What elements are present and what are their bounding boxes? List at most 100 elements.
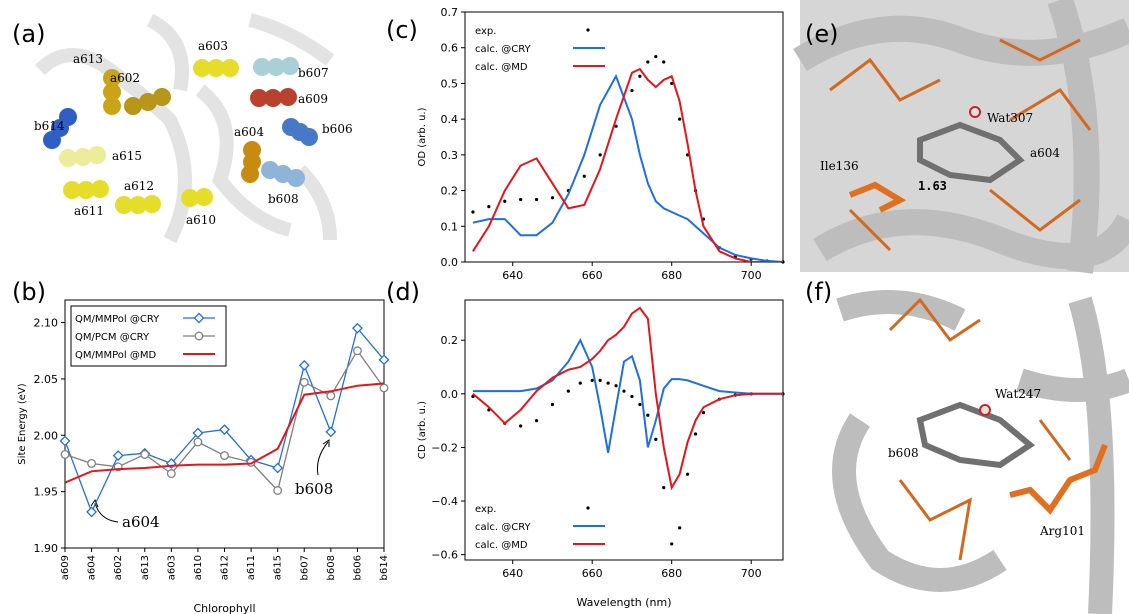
chlorophyll-label: b608 xyxy=(268,192,299,206)
y-tick-label: 0.1 xyxy=(441,220,459,233)
data-point xyxy=(591,379,594,382)
marker xyxy=(380,384,388,392)
x-tick-label: a602 xyxy=(113,555,124,580)
annotation: a604 xyxy=(122,513,160,531)
marker xyxy=(141,451,149,459)
data-point xyxy=(487,205,490,208)
data-point xyxy=(654,55,657,58)
distance-label: 1.63 xyxy=(918,179,947,193)
data-point xyxy=(599,379,602,382)
chlorophyll-label: a612 xyxy=(124,179,154,193)
marker xyxy=(327,392,335,400)
x-tick-label: b606 xyxy=(352,555,363,580)
y-tick-label: 1.95 xyxy=(34,486,59,499)
legend-label: calc. @CRY xyxy=(475,522,532,533)
structure-e xyxy=(800,0,1129,272)
chlorophyll-label: a604 xyxy=(234,125,264,139)
panel-label: (d) xyxy=(386,278,420,306)
data-point xyxy=(583,175,586,178)
x-tick-label: b614 xyxy=(379,555,390,580)
residue-label: Arg101 xyxy=(1039,524,1085,538)
chlorophyll-label: b614 xyxy=(34,119,65,133)
panel-label: (b) xyxy=(12,278,46,306)
data-point xyxy=(535,198,538,201)
chlorophyll-label: a610 xyxy=(186,213,216,227)
y-axis-label: Site Energy (eV) xyxy=(17,383,28,464)
data-point xyxy=(662,486,665,489)
x-tick-label: 660 xyxy=(582,567,603,580)
data-point xyxy=(503,200,506,203)
marker xyxy=(61,436,70,445)
y-tick-label: 0.7 xyxy=(441,6,459,19)
data-point xyxy=(638,403,641,406)
chlorophyll-label: a602 xyxy=(110,71,140,85)
y-tick-label: −0.2 xyxy=(431,441,458,454)
y-tick-label: 2.05 xyxy=(34,373,59,386)
legend-swatch xyxy=(586,28,589,31)
data-point xyxy=(519,424,522,427)
data-point xyxy=(662,60,665,63)
data-point xyxy=(694,432,697,435)
panel-label: (e) xyxy=(805,20,839,48)
marker xyxy=(114,451,123,460)
y-axis-label: OD (arb. u.) xyxy=(417,107,428,166)
y-tick-label: 0.5 xyxy=(441,77,459,90)
data-point xyxy=(646,414,649,417)
data-point xyxy=(702,411,705,414)
x-tick-label: a615 xyxy=(273,555,284,580)
x-tick-label: a610 xyxy=(193,555,204,580)
legend-label: exp. xyxy=(475,26,496,37)
residue-label: Ile136 xyxy=(820,159,859,173)
residue-label: a604 xyxy=(1030,146,1060,160)
x-tick-label: a611 xyxy=(246,555,257,580)
annotation-arrow xyxy=(95,503,118,522)
annotation-arrow xyxy=(317,442,328,475)
x-tick-label: b608 xyxy=(326,555,337,580)
marker xyxy=(88,460,96,468)
data-point xyxy=(670,542,673,545)
data-point xyxy=(678,118,681,121)
x-tick-label: 640 xyxy=(502,269,523,282)
x-tick-label: 660 xyxy=(582,269,603,282)
data-point xyxy=(567,390,570,393)
data-point xyxy=(630,89,633,92)
x-tick-label: a604 xyxy=(87,555,98,580)
panel-label: (a) xyxy=(12,20,45,48)
data-point xyxy=(630,395,633,398)
data-point xyxy=(654,438,657,441)
legend-label: QM/MMPol @CRY xyxy=(75,314,160,325)
marker xyxy=(274,487,282,495)
data-point xyxy=(551,403,554,406)
marker xyxy=(168,470,176,478)
x-tick-label: a613 xyxy=(140,555,151,580)
data-point xyxy=(599,153,602,156)
data-point xyxy=(551,196,554,199)
annotation-arrow xyxy=(323,440,329,447)
data-point xyxy=(638,75,641,78)
panel-label: (f) xyxy=(805,278,832,306)
y-tick-label: 2.10 xyxy=(34,317,59,330)
legend-marker xyxy=(195,332,203,340)
x-tick-label: 640 xyxy=(502,567,523,580)
x-tick-label: 700 xyxy=(741,269,762,282)
marker xyxy=(326,427,335,436)
y-tick-label: 0.2 xyxy=(441,334,459,347)
y-tick-label: 0.4 xyxy=(441,113,459,126)
x-tick-label: 680 xyxy=(661,269,682,282)
marker xyxy=(300,378,308,386)
data-point xyxy=(519,198,522,201)
legend-label: calc. @MD xyxy=(475,540,528,551)
series-line xyxy=(473,308,783,488)
residue-label: Wat247 xyxy=(995,387,1041,401)
y-tick-label: 0.2 xyxy=(441,185,459,198)
data-point xyxy=(471,210,474,213)
structure-f xyxy=(840,300,1129,614)
annotation: b608 xyxy=(295,480,333,498)
data-point xyxy=(614,384,617,387)
x-tick-label: 700 xyxy=(741,567,762,580)
y-tick-label: 0.0 xyxy=(441,388,459,401)
chlorophyll-label: b607 xyxy=(298,66,329,80)
data-point xyxy=(607,381,610,384)
chlorophyll-label: b606 xyxy=(322,122,353,136)
marker xyxy=(300,361,309,370)
